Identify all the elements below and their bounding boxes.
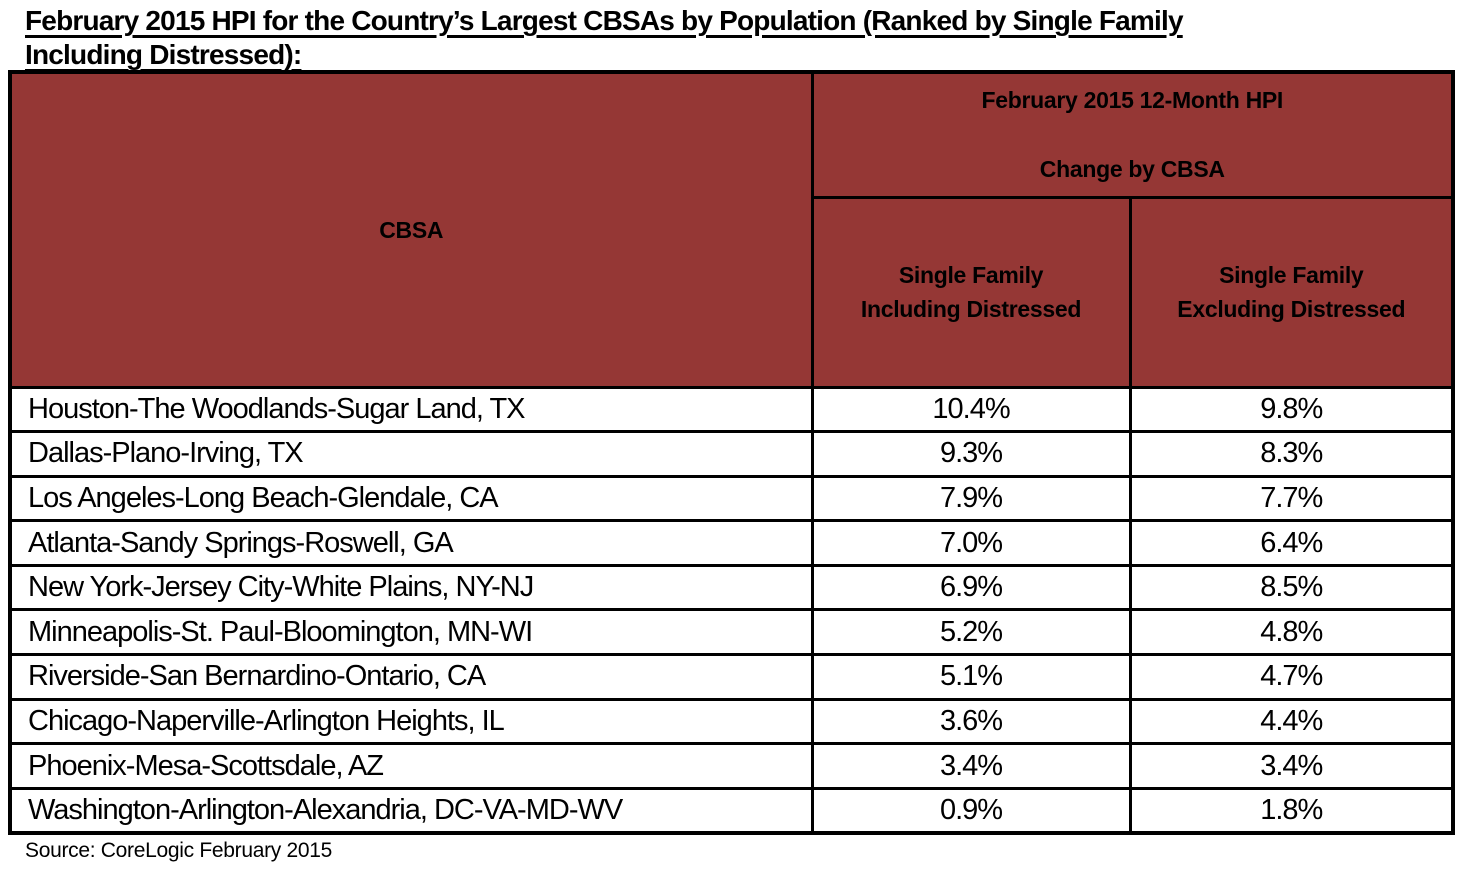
including-cell: 7.0%	[810, 519, 1132, 567]
including-cell: 7.9%	[810, 474, 1132, 523]
cbsa-cell: New York-Jersey City-White Plains, NY-NJ	[8, 563, 814, 612]
excluding-cell: 7.7%	[1128, 474, 1455, 523]
table-row: Houston-The Woodlands-Sugar Land, TX 10.…	[8, 385, 1455, 434]
cbsa-cell: Dallas-Plano-Irving, TX	[8, 430, 814, 478]
table-header-group: February 2015 12-Month HPI Change by CBS…	[810, 70, 1455, 199]
table-header-cbsa: CBSA	[8, 70, 814, 389]
excluding-cell: 4.7%	[1128, 653, 1455, 701]
excluding-cell: 6.4%	[1128, 519, 1455, 567]
table-row: New York-Jersey City-White Plains, NY-NJ…	[8, 563, 1455, 612]
hpi-table: CBSA February 2015 12-Month HPI Change b…	[8, 70, 1456, 835]
cbsa-cell: Washington-Arlington-Alexandria, DC-VA-M…	[8, 786, 814, 835]
cbsa-cell: Los Angeles-Long Beach-Glendale, CA	[8, 474, 814, 523]
table-row: Los Angeles-Long Beach-Glendale, CA 7.9%…	[8, 474, 1455, 523]
excluding-cell: 9.8%	[1128, 385, 1455, 434]
excluding-cell: 8.3%	[1128, 430, 1455, 478]
cbsa-cell: Atlanta-Sandy Springs-Roswell, GA	[8, 519, 814, 567]
including-cell: 3.6%	[810, 697, 1132, 746]
table-header-excluding-distressed: Single Family Excluding Distressed	[1128, 195, 1455, 389]
table-body: Houston-The Woodlands-Sugar Land, TX 10.…	[8, 385, 1455, 835]
table-row: Atlanta-Sandy Springs-Roswell, GA 7.0% 6…	[8, 519, 1455, 567]
cbsa-cell: Houston-The Woodlands-Sugar Land, TX	[8, 385, 814, 434]
cbsa-cell: Minneapolis-St. Paul-Bloomington, MN-WI	[8, 608, 814, 657]
table-row: Washington-Arlington-Alexandria, DC-VA-M…	[8, 786, 1455, 835]
excluding-cell: 4.4%	[1128, 697, 1455, 746]
table-row: Phoenix-Mesa-Scottsdale, AZ 3.4% 3.4%	[8, 742, 1455, 790]
including-cell: 0.9%	[810, 786, 1132, 835]
excluding-cell: 8.5%	[1128, 563, 1455, 612]
source-note: Source: CoreLogic February 2015	[25, 839, 333, 862]
including-cell: 9.3%	[810, 430, 1132, 478]
cbsa-cell: Phoenix-Mesa-Scottsdale, AZ	[8, 742, 814, 790]
cbsa-cell: Chicago-Naperville-Arlington Heights, IL	[8, 697, 814, 746]
cbsa-cell: Riverside-San Bernardino-Ontario, CA	[8, 653, 814, 701]
including-cell: 10.4%	[810, 385, 1132, 434]
page-title: February 2015 HPI for the Country’s Larg…	[25, 5, 1184, 71]
including-cell: 5.2%	[810, 608, 1132, 657]
table-row: Minneapolis-St. Paul-Bloomington, MN-WI …	[8, 608, 1455, 657]
table-row: Dallas-Plano-Irving, TX 9.3% 8.3%	[8, 430, 1455, 478]
excluding-cell: 1.8%	[1128, 786, 1455, 835]
excluding-cell: 3.4%	[1128, 742, 1455, 790]
including-cell: 3.4%	[810, 742, 1132, 790]
including-cell: 5.1%	[810, 653, 1132, 701]
including-cell: 6.9%	[810, 563, 1132, 612]
table-row: Riverside-San Bernardino-Ontario, CA 5.1…	[8, 653, 1455, 701]
table-row: Chicago-Naperville-Arlington Heights, IL…	[8, 697, 1455, 746]
excluding-cell: 4.8%	[1128, 608, 1455, 657]
table-header-including-distressed: Single Family Including Distressed	[810, 195, 1132, 389]
